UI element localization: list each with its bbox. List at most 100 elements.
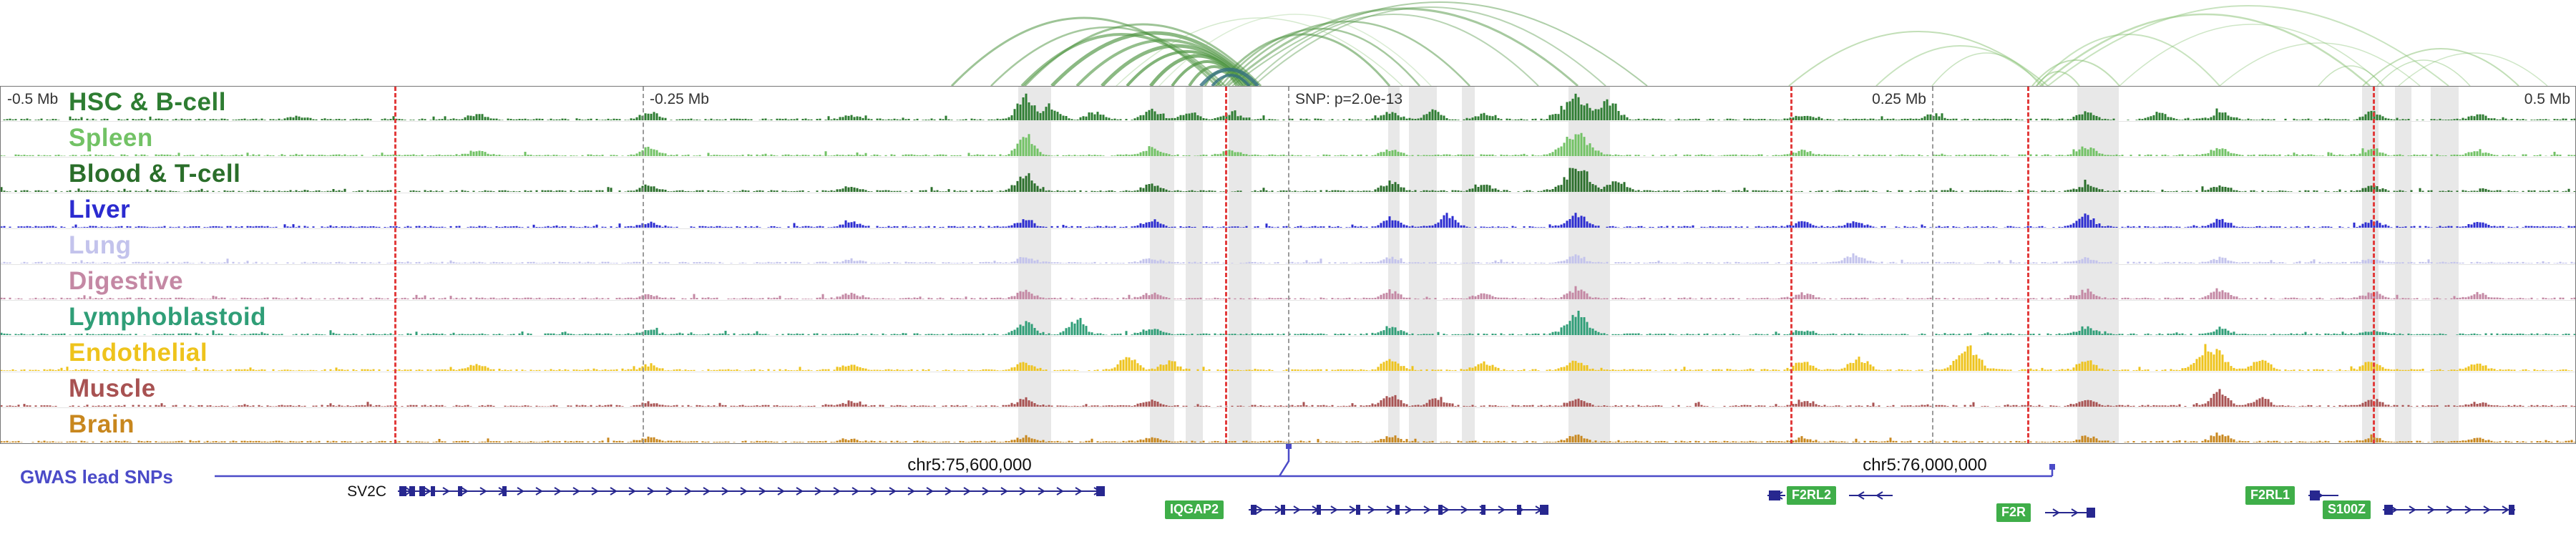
gene-exon (1769, 490, 1780, 500)
track-row-muscle[interactable]: Muscle (0, 372, 2576, 408)
strand-arrow-icon (1405, 505, 1413, 514)
strand-arrow-icon (517, 487, 525, 495)
gene-exon (1317, 505, 1321, 515)
gwas-snp-marker (1286, 444, 1292, 449)
strand-arrow-icon (442, 487, 450, 495)
interaction-arc (2376, 59, 2471, 87)
strand-arrow-icon (2427, 505, 2435, 514)
strand-arrow-icon (1293, 505, 1301, 514)
interaction-arc (1248, 14, 1539, 87)
strand-arrow-icon (1442, 505, 1450, 514)
strand-arrow-icon (1386, 505, 1394, 514)
strand-arrow-icon (1330, 505, 1338, 514)
gene-exon (2384, 505, 2393, 515)
strand-arrow-icon (907, 487, 915, 495)
strand-arrow-icon (889, 487, 897, 495)
interaction-arc (2031, 59, 2120, 87)
track-row-hsc-b-cell[interactable]: HSC & B-cell (0, 86, 2576, 122)
strand-arrow-icon (479, 487, 487, 495)
strand-arrow-icon (2502, 505, 2509, 514)
strand-arrow-icon (424, 487, 431, 495)
track-signal-lymphoblastoid (0, 311, 2576, 335)
strand-arrow-icon (535, 487, 543, 495)
interaction-arc (2036, 34, 2220, 87)
strand-arrow-icon (703, 487, 711, 495)
gene-exon (1395, 505, 1400, 515)
gene-f2rl2[interactable] (1767, 490, 1893, 500)
gene-exon (1517, 505, 1521, 515)
strand-arrow-icon (1256, 505, 1264, 514)
gene-label-f2rl2[interactable]: F2RL2 (1787, 486, 1837, 505)
gene-exon (1356, 505, 1360, 515)
strand-arrow-icon (591, 487, 599, 495)
track-row-lung[interactable]: Lung (0, 229, 2576, 265)
track-row-endothelial[interactable]: Endothelial (0, 337, 2576, 372)
interaction-arc (1253, 6, 1606, 87)
strand-arrow-icon (1367, 505, 1375, 514)
gene-sv2c[interactable] (398, 486, 1105, 496)
gene-label-sv2c[interactable]: SV2C (347, 483, 386, 500)
strand-arrow-icon (945, 487, 952, 495)
strand-arrow-icon (963, 487, 971, 495)
gene-f2rl1[interactable] (2308, 490, 2338, 500)
signal-tracks-panel[interactable]: HSC & B-cell Spleen Blood & T-cell Liver Lun… (0, 86, 2576, 444)
strand-arrow-icon (2464, 505, 2472, 514)
gene-label-s100z[interactable]: S100Z (2323, 500, 2371, 519)
interaction-arc (1211, 74, 1251, 87)
track-row-digestive[interactable]: Digestive (0, 265, 2576, 301)
gene-exon (1096, 486, 1105, 496)
gene-exon (1438, 505, 1443, 515)
track-signal-spleen (0, 132, 2576, 156)
track-label-liver: Liver (69, 195, 131, 223)
gene-iqgap2[interactable] (1249, 505, 1548, 515)
strand-arrow-icon (684, 487, 692, 495)
interaction-arc (2398, 52, 2548, 87)
track-row-lymphoblastoid[interactable]: Lymphoblastoid (0, 301, 2576, 337)
track-signal-brain (0, 432, 2576, 442)
interaction-arc (1158, 14, 1432, 87)
gene-exon (431, 486, 435, 496)
gene-f2r[interactable] (2045, 508, 2095, 518)
track-signal-muscle (0, 389, 2576, 407)
strand-arrow-icon (2483, 505, 2491, 514)
strand-arrow-icon (1857, 491, 1865, 500)
track-label-lymphoblastoid: Lymphoblastoid (69, 303, 266, 331)
gene-label-f2rl1[interactable]: F2RL1 (2245, 486, 2296, 505)
gene-s100z[interactable] (2383, 505, 2515, 515)
track-signal-digestive (0, 286, 2576, 299)
interaction-arc (2040, 13, 2371, 87)
strand-arrow-icon (1423, 505, 1431, 514)
track-row-liver[interactable]: Liver (0, 193, 2576, 229)
ruler-label-0-25-mb: -0.25 Mb (650, 91, 709, 107)
strand-arrow-icon (572, 487, 580, 495)
gene-exon (1481, 505, 1485, 515)
track-label-digestive: Digestive (69, 267, 184, 295)
track-signal-hsc-b-cell (3, 93, 2576, 120)
annotation-panel: GWAS lead SNPs chr5:75,600,000 chr5:76,00… (0, 444, 2576, 537)
interaction-arc (1023, 23, 1262, 87)
gwas-snp-connector (1278, 448, 1290, 477)
strand-arrow-icon (1460, 505, 1468, 514)
strand-arrow-icon (796, 487, 804, 495)
track-row-blood-t-cell[interactable]: Blood & T-cell (0, 158, 2576, 193)
track-row-brain[interactable]: Brain (0, 408, 2576, 444)
interaction-arc (1875, 45, 2044, 87)
interaction-arc (1199, 67, 1259, 87)
interaction-arc (990, 26, 1226, 87)
gene-label-f2r[interactable]: F2R (1996, 503, 2031, 522)
gene-label-iqgap2[interactable]: IQGAP2 (1165, 500, 1224, 519)
gene-exon (2509, 505, 2514, 515)
interaction-arc (2119, 24, 2385, 87)
interaction-arcs-panel (950, 1, 2548, 87)
gene-track-graphics (215, 444, 2515, 518)
interaction-arc (1224, 20, 1470, 87)
track-row-spleen[interactable]: Spleen (0, 122, 2576, 158)
strand-arrow-icon (2052, 508, 2060, 517)
interaction-arc (2362, 48, 2519, 87)
gene-exon (409, 486, 415, 496)
strand-arrow-icon (1875, 491, 1883, 500)
strand-arrow-icon (777, 487, 785, 495)
strand-arrow-icon (1056, 487, 1064, 495)
track-label-blood-t-cell: Blood & T-cell (69, 160, 241, 188)
strand-arrow-icon (870, 487, 878, 495)
